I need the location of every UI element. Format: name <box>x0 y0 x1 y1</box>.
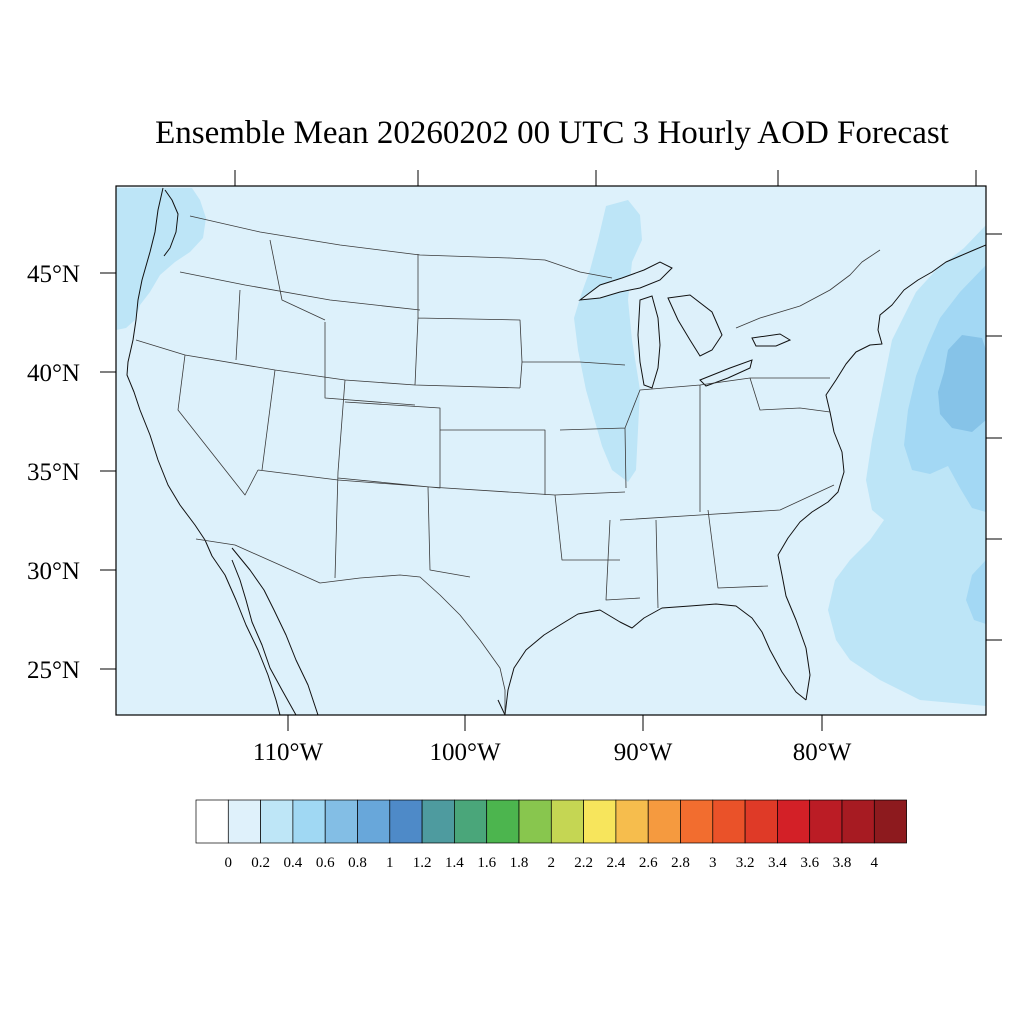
lake-erie <box>699 359 753 387</box>
colorbar-swatch <box>260 799 294 844</box>
puget-sound-coast <box>163 189 179 257</box>
lat-label: 45°N <box>27 261 80 288</box>
colorbar-swatch <box>615 799 649 844</box>
colorbar-swatch <box>357 799 391 844</box>
aod-region-pnw <box>116 188 206 330</box>
baja-peninsula-coast <box>231 559 297 715</box>
colorbar-swatch <box>195 799 229 844</box>
colorbar-label: 0.6 <box>316 855 335 871</box>
map-panel: 45°N 40°N 35°N 30°N 25°N 110°W 100°W 90°… <box>27 170 1002 766</box>
colorbar-label: 1.4 <box>445 855 464 871</box>
colorbar-swatch <box>227 799 261 844</box>
lake-huron <box>667 294 723 357</box>
map-title: Ensemble Mean 20260202 00 UTC 3 Hourly A… <box>155 115 949 151</box>
lon-label: 110°W <box>253 739 324 766</box>
latitude-labels: 45°N 40°N 35°N 30°N 25°N <box>27 261 80 684</box>
colorbar-label: 3.4 <box>768 855 787 871</box>
colorbar-label: 0 <box>225 855 233 871</box>
lat-label: 30°N <box>27 558 80 585</box>
colorbar-label: 2.8 <box>671 855 690 871</box>
aod-region-atlantic-max <box>938 335 986 432</box>
colorbar-swatch <box>873 799 907 844</box>
mexico-gulf-coast <box>497 699 506 715</box>
colorbar-label: 0.2 <box>251 855 270 871</box>
lat-label: 40°N <box>27 360 80 387</box>
lon-label: 90°W <box>614 739 673 766</box>
map-ticks <box>100 170 1002 731</box>
colorbar-swatch <box>421 799 455 844</box>
colorbar-label: 1 <box>386 855 394 871</box>
colorbar-label: 2.6 <box>639 855 658 871</box>
lat-label: 35°N <box>27 459 80 486</box>
colorbar-label: 3.6 <box>800 855 819 871</box>
lon-label: 80°W <box>793 739 852 766</box>
colorbar-swatch <box>324 799 358 844</box>
colorbar-label: 1.6 <box>477 855 496 871</box>
colorbar-label: 3.2 <box>736 855 755 871</box>
colorbar-label: 3 <box>709 855 717 871</box>
gulf-coastline <box>504 603 807 715</box>
colorbar-label: 4 <box>871 855 879 871</box>
colorbar-label: 1.8 <box>510 855 529 871</box>
colorbar-swatch <box>550 799 584 844</box>
lake-michigan <box>637 295 661 389</box>
colorbar-swatch <box>389 799 423 844</box>
state-borders <box>135 239 835 609</box>
colorbar-swatch <box>292 799 326 844</box>
colorbar-swatch <box>647 799 681 844</box>
aod-shading <box>116 188 986 706</box>
colorbar-swatch <box>712 799 746 844</box>
colorbar-label: 2.2 <box>574 855 593 871</box>
lake-ontario <box>751 333 792 347</box>
colorbar-label: 0.8 <box>348 855 367 871</box>
colorbar-label: 0.4 <box>284 855 303 871</box>
longitude-labels: 110°W 100°W 90°W 80°W <box>253 739 852 766</box>
colorbar-swatch <box>486 799 520 844</box>
colorbar-swatch <box>454 799 488 844</box>
colorbar-swatch <box>744 799 778 844</box>
aod-region-illinois <box>574 200 642 482</box>
colorbar-swatch <box>809 799 843 844</box>
pacific-coastline <box>126 187 281 715</box>
aod-colorbar: 0 0.2 0.4 0.6 0.8 1 1.2 1.4 1.6 1.8 2 2.2 2.4 2.6 2.8 3… <box>195 799 907 871</box>
colorbar-swatch <box>777 799 811 844</box>
lon-label: 100°W <box>429 739 500 766</box>
aod-region-atlantic-south <box>966 560 986 624</box>
lat-label: 25°N <box>27 657 80 684</box>
colorbar-swatch <box>841 799 875 844</box>
colorbar-label: 1.2 <box>413 855 432 871</box>
colorbar-swatch <box>518 799 552 844</box>
atlantic-coastline <box>777 244 986 701</box>
gulf-of-california-coast <box>231 547 319 715</box>
lake-superior <box>578 261 673 301</box>
us-canada-border <box>189 215 881 329</box>
geographic-lines <box>126 187 986 715</box>
map-frame <box>115 185 987 716</box>
us-mexico-border <box>195 538 506 715</box>
colorbar-label: 3.8 <box>833 855 852 871</box>
colorbar-swatch <box>583 799 617 844</box>
colorbar-label: 2 <box>548 855 556 871</box>
colorbar-swatch <box>680 799 714 844</box>
colorbar-label: 2.4 <box>607 855 626 871</box>
